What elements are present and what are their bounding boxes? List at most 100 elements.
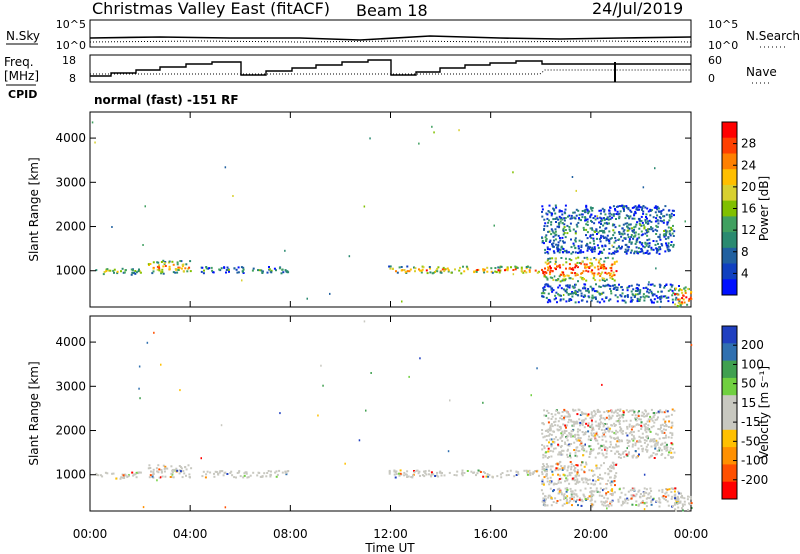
velocity-cell xyxy=(178,469,181,472)
power-cell xyxy=(413,266,415,269)
velocity-cell xyxy=(607,426,610,429)
power-cell xyxy=(647,210,650,213)
velocity-cell xyxy=(439,470,442,473)
power-cell xyxy=(540,292,543,295)
velocity-cell xyxy=(658,505,661,508)
velocity-cell xyxy=(570,443,573,445)
freq-tick-high: 18 xyxy=(62,54,76,67)
velocity-cell xyxy=(550,504,553,507)
power-cell xyxy=(643,299,646,302)
power-cell xyxy=(525,267,528,270)
velocity-cell xyxy=(682,509,684,512)
power-cell xyxy=(647,252,650,255)
power-cell xyxy=(554,204,557,207)
power-cell xyxy=(567,274,570,277)
velocity-cell xyxy=(573,435,576,438)
velocity-cell xyxy=(638,439,641,442)
power-cell xyxy=(237,266,240,269)
velocity-cell xyxy=(587,422,590,425)
velocity-cell xyxy=(609,440,612,443)
power-cell xyxy=(591,289,594,292)
power-cell xyxy=(603,248,605,251)
velocity-cell xyxy=(551,498,553,500)
power-cell xyxy=(621,245,623,248)
power-cell xyxy=(638,218,641,221)
velocity-cell xyxy=(541,466,544,468)
power-cell xyxy=(656,250,659,253)
power-cell xyxy=(648,238,651,241)
power-speck xyxy=(284,249,286,252)
velocity-colorbar-label: 15 xyxy=(741,396,756,410)
power-cell xyxy=(443,268,446,271)
velocity-cell xyxy=(542,502,545,505)
velocity-cell xyxy=(171,469,174,472)
velocity-cell xyxy=(620,414,623,417)
power-cell xyxy=(575,208,578,211)
velocity-cell xyxy=(609,493,612,495)
power-cell xyxy=(574,240,577,243)
velocity-cell xyxy=(555,409,558,412)
velocity-cell xyxy=(578,429,581,432)
power-cell xyxy=(270,271,273,274)
power-cell xyxy=(623,299,626,302)
velocity-cell xyxy=(607,472,610,475)
power-cell xyxy=(171,260,174,263)
velocity-cell xyxy=(635,504,638,506)
velocity-cell xyxy=(149,474,152,477)
velocity-cell xyxy=(247,476,250,479)
velocity-cell xyxy=(418,470,421,473)
power-cell xyxy=(646,295,649,298)
power-ylabel: Slant Range [km] xyxy=(27,157,41,261)
power-cell xyxy=(612,214,615,217)
power-cell xyxy=(172,271,175,274)
power-cell xyxy=(599,220,602,223)
velocity-cell xyxy=(598,467,601,470)
velocity-cell xyxy=(562,449,565,452)
velocity-cell xyxy=(667,454,670,457)
power-cell xyxy=(552,242,555,245)
time-tick-label: 12:00 xyxy=(373,527,408,541)
power-cell xyxy=(668,219,671,222)
velocity-cell xyxy=(515,474,518,476)
power-cell xyxy=(590,227,593,230)
power-colorbar-label: 20 xyxy=(741,180,756,194)
power-cell xyxy=(667,296,670,299)
velocity-cell xyxy=(587,413,590,416)
power-cell xyxy=(620,295,623,298)
power-cell xyxy=(639,289,642,292)
velocity-cell xyxy=(569,454,571,457)
velocity-cell xyxy=(598,477,600,480)
velocity-cell xyxy=(664,456,667,459)
power-cell xyxy=(473,270,476,273)
power-cell xyxy=(542,272,545,275)
velocity-cell xyxy=(659,409,662,412)
power-cell xyxy=(558,225,561,228)
power-cell xyxy=(561,236,564,239)
velocity-cell xyxy=(608,427,611,430)
power-cell xyxy=(674,298,677,301)
power-cell xyxy=(678,289,680,292)
velocity-cell xyxy=(555,483,558,485)
velocity-cell xyxy=(570,468,573,471)
power-cell xyxy=(556,225,559,228)
velocity-cell xyxy=(584,412,587,415)
power-cell xyxy=(547,257,550,260)
power-cell xyxy=(648,244,651,247)
velocity-cell xyxy=(622,411,625,414)
power-cell xyxy=(566,284,569,287)
velocity-cell xyxy=(607,410,610,413)
velocity-cell xyxy=(659,501,662,504)
velocity-cell xyxy=(646,436,649,439)
power-cell xyxy=(588,210,591,213)
power-cell xyxy=(553,239,555,242)
power-cell xyxy=(636,208,639,211)
velocity-cell xyxy=(270,470,272,473)
velocity-cell xyxy=(556,424,559,427)
velocity-cell xyxy=(653,444,656,447)
power-cell xyxy=(566,274,569,277)
power-cell xyxy=(588,296,591,299)
power-cell xyxy=(656,214,659,217)
velocity-cell xyxy=(626,427,629,430)
velocity-cell xyxy=(535,470,538,473)
